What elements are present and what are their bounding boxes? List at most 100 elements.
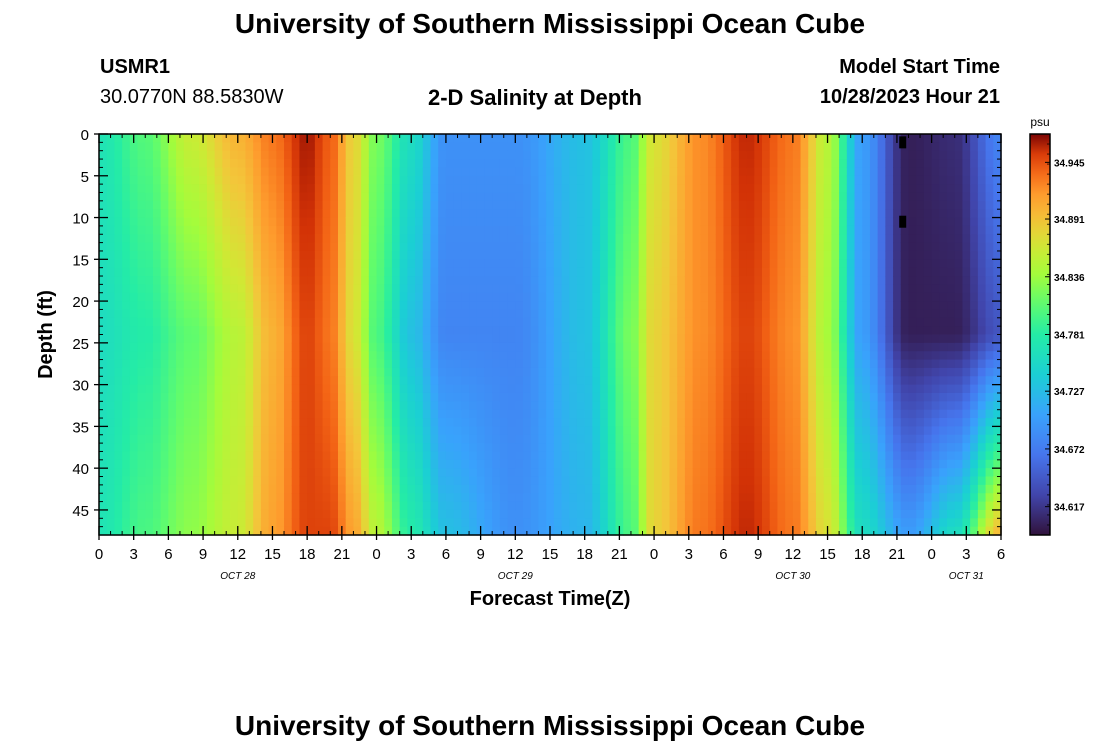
heatmap-cell xyxy=(862,209,871,219)
heatmap-cell xyxy=(492,476,501,486)
heatmap-cell xyxy=(638,434,647,444)
heatmap-cell xyxy=(145,217,154,227)
heatmap-cell xyxy=(746,276,755,285)
heatmap-cell xyxy=(322,451,331,461)
heatmap-cell xyxy=(299,509,308,519)
heatmap-cell xyxy=(885,301,894,311)
heatmap-cell xyxy=(484,326,493,336)
heatmap-cell xyxy=(507,326,516,336)
heatmap-cell xyxy=(862,342,871,352)
heatmap-cell xyxy=(630,418,640,427)
heatmap-cell xyxy=(114,209,123,219)
heatmap-cell xyxy=(422,250,432,260)
heatmap-cell xyxy=(862,484,871,494)
heatmap-cell xyxy=(523,459,532,469)
heatmap-cell xyxy=(731,267,740,277)
heatmap-cell xyxy=(145,359,154,369)
heatmap-cell xyxy=(307,326,316,336)
heatmap-cell xyxy=(862,459,871,469)
heatmap-cell xyxy=(731,401,740,411)
heatmap-cell xyxy=(337,167,347,177)
heatmap-cell xyxy=(129,493,139,503)
heatmap-cell xyxy=(569,392,578,402)
heatmap-cell xyxy=(353,501,362,511)
heatmap-cell xyxy=(337,159,347,169)
heatmap-cell xyxy=(846,225,856,235)
heatmap-cell xyxy=(129,159,139,169)
heatmap-cell xyxy=(885,476,894,486)
heatmap-cell xyxy=(499,192,509,202)
heatmap-cell xyxy=(453,509,462,519)
heatmap-cell xyxy=(445,351,455,361)
heatmap-cell xyxy=(307,134,316,143)
heatmap-cell xyxy=(260,192,270,202)
heatmap-cell xyxy=(476,518,486,528)
heatmap-cell xyxy=(99,209,108,219)
heatmap-cell xyxy=(808,150,817,160)
heatmap-cell xyxy=(600,317,609,327)
heatmap-cell xyxy=(600,167,609,177)
heatmap-cell xyxy=(885,401,894,411)
heatmap-cell xyxy=(145,309,154,319)
heatmap-cell xyxy=(893,459,902,469)
heatmap-cell xyxy=(546,409,555,419)
heatmap-cell xyxy=(769,468,779,478)
heatmap-cell xyxy=(322,175,331,185)
heatmap-cell xyxy=(122,209,131,219)
heatmap-cell xyxy=(754,418,763,427)
heatmap-cell xyxy=(762,292,771,302)
heatmap-cell xyxy=(422,443,432,453)
heatmap-cell xyxy=(654,409,663,419)
heatmap-cell xyxy=(692,451,701,461)
heatmap-cell xyxy=(453,401,462,411)
heatmap-cell xyxy=(276,317,285,327)
heatmap-cell xyxy=(137,192,146,202)
heatmap-cell xyxy=(754,200,763,210)
heatmap-cell xyxy=(669,175,678,185)
heatmap-cell xyxy=(276,267,285,277)
heatmap-cell xyxy=(792,409,802,419)
heatmap-cell xyxy=(530,317,540,327)
heatmap-cell xyxy=(754,184,763,194)
heatmap-cell xyxy=(222,200,231,210)
heatmap-cell xyxy=(576,351,586,361)
heatmap-cell xyxy=(615,217,624,227)
heatmap-cell xyxy=(453,317,462,327)
heatmap-cell xyxy=(630,217,640,227)
heatmap-cell xyxy=(453,150,462,160)
heatmap-cell xyxy=(800,250,809,260)
heatmap-cell xyxy=(222,493,231,503)
heatmap-cell xyxy=(654,134,663,143)
heatmap-cell xyxy=(869,493,879,503)
heatmap-cell xyxy=(99,192,108,202)
heatmap-cell xyxy=(854,376,863,386)
heatmap-cell xyxy=(553,267,563,277)
heatmap-cell xyxy=(314,468,324,478)
heatmap-cell xyxy=(484,159,493,169)
heatmap-cell xyxy=(407,451,416,461)
heatmap-cell xyxy=(893,225,902,235)
heatmap-cell xyxy=(214,401,223,411)
heatmap-cell xyxy=(846,418,856,427)
heatmap-cell xyxy=(276,342,285,352)
heatmap-cell xyxy=(708,259,717,269)
heatmap-cell xyxy=(769,501,779,511)
heatmap-cell xyxy=(769,484,779,494)
heatmap-cell xyxy=(700,267,709,277)
heatmap-cell xyxy=(677,484,686,494)
heatmap-cell xyxy=(561,401,570,411)
heatmap-cell xyxy=(114,351,123,361)
heatmap-cell xyxy=(492,292,501,302)
heatmap-cell xyxy=(692,351,701,361)
heatmap-cell xyxy=(708,276,717,285)
heatmap-cell xyxy=(530,342,540,352)
heatmap-cell xyxy=(253,526,262,536)
heatmap-cell xyxy=(715,326,725,336)
heatmap-cell xyxy=(553,259,563,269)
heatmap-cell xyxy=(615,501,624,511)
heatmap-cell xyxy=(708,167,717,177)
heatmap-cell xyxy=(669,326,678,336)
heatmap-cell xyxy=(808,234,817,244)
heatmap-cell xyxy=(584,384,593,394)
heatmap-cell xyxy=(646,267,655,277)
